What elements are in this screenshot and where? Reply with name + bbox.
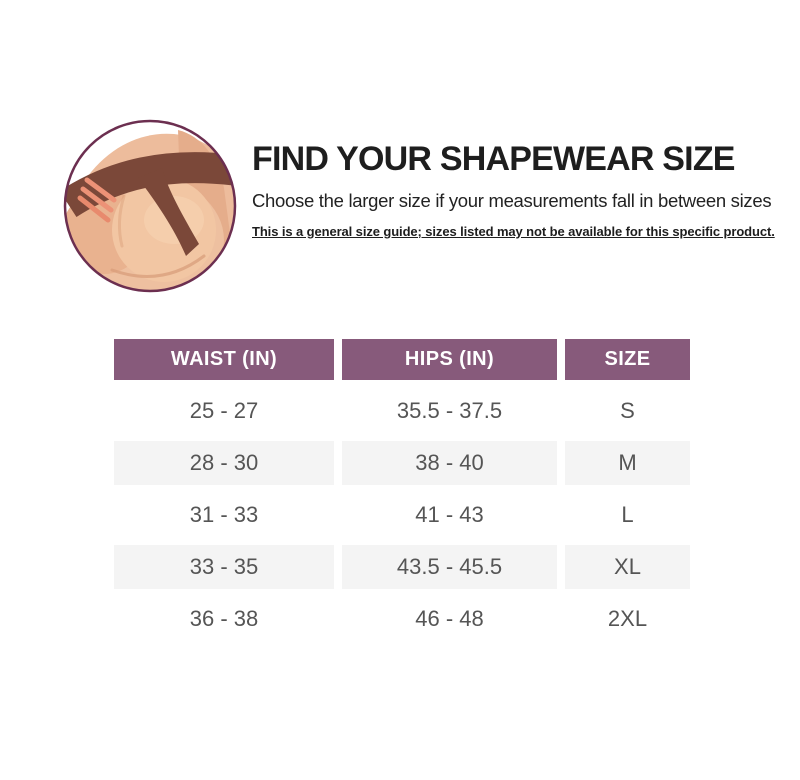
- hero-text-block: FIND YOUR SHAPEWEAR SIZE Choose the larg…: [252, 118, 788, 239]
- table-row-2xl: 36 - 38 46 - 48 2XL: [114, 593, 690, 645]
- table-row-l: 31 - 33 41 - 43 L: [114, 489, 690, 541]
- waist-cell: 28 - 30: [114, 441, 334, 485]
- hips-cell: 46 - 48: [415, 606, 484, 631]
- size-table: WAIST (IN) HIPS (IN) SIZE 25 - 27 35.5 -…: [114, 339, 690, 645]
- table-row-m: 28 - 30 38 - 40 M: [114, 437, 690, 489]
- hips-cell: 41 - 43: [415, 502, 484, 527]
- size-cell: S: [620, 398, 635, 423]
- size-cell: M: [565, 441, 690, 485]
- table-header-row: WAIST (IN) HIPS (IN) SIZE: [114, 339, 690, 380]
- table-row-xl: 33 - 35 43.5 - 45.5 XL: [114, 541, 690, 593]
- size-cell: L: [621, 502, 634, 527]
- column-header-hips: HIPS (IN): [342, 339, 557, 380]
- column-header-waist: WAIST (IN): [114, 339, 334, 380]
- hips-cell: 38 - 40: [342, 441, 557, 485]
- waist-cell: 33 - 35: [114, 545, 334, 589]
- size-cell: 2XL: [607, 606, 648, 631]
- disclaimer-note: This is a general size guide; sizes list…: [252, 223, 775, 239]
- table-row-s: 25 - 27 35.5 - 37.5 S: [114, 385, 690, 437]
- column-header-size: SIZE: [565, 339, 690, 380]
- hips-cell: 43.5 - 45.5: [342, 545, 557, 589]
- page-subtitle: Choose the larger size if your measureme…: [252, 189, 772, 211]
- size-cell: XL: [565, 545, 690, 589]
- shapewear-model-image: [62, 118, 238, 294]
- hips-cell: 35.5 - 37.5: [396, 398, 503, 423]
- hero-section: FIND YOUR SHAPEWEAR SIZE Choose the larg…: [62, 118, 788, 294]
- waist-cell: 36 - 38: [189, 606, 259, 631]
- waist-cell: 31 - 33: [189, 502, 259, 527]
- waist-cell: 25 - 27: [189, 398, 259, 423]
- page-title: FIND YOUR SHAPEWEAR SIZE: [252, 140, 735, 178]
